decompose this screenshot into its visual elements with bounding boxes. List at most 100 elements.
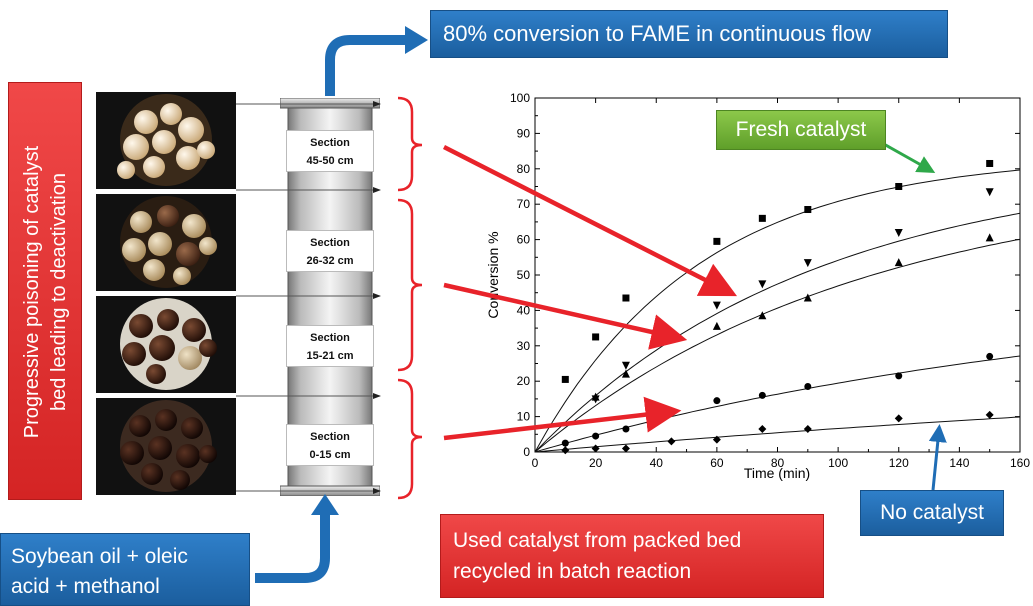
fresh-catalyst-box: Fresh catalyst <box>716 110 886 150</box>
used-line-1: Used catalyst from packed bed <box>453 529 742 552</box>
data-point <box>985 188 994 197</box>
x-tick-label: 140 <box>949 456 969 470</box>
data-point <box>621 444 630 453</box>
data-point <box>804 206 812 214</box>
data-point <box>712 301 721 310</box>
catalyst-photo-section-2 <box>96 194 236 291</box>
x-tick-label: 120 <box>889 456 909 470</box>
fit-curves <box>534 169 1021 453</box>
photo-connector-lines <box>236 101 381 494</box>
outflow-arrow <box>325 35 408 96</box>
section-label-1: Section 45-50 cm <box>286 130 374 172</box>
feed-line-1: Soybean oil + oleic <box>11 545 188 568</box>
feed-line-2: acid + methanol <box>11 575 160 598</box>
fit-curve-4 <box>534 355 1021 453</box>
data-point <box>561 446 570 455</box>
data-point <box>803 293 812 302</box>
data-point <box>622 294 630 302</box>
section-1-range: 45-50 cm <box>306 155 354 167</box>
data-point <box>592 432 600 440</box>
outflow-arrowhead <box>405 26 428 54</box>
feed-box: Soybean oil + oleic acid + methanol <box>0 533 250 606</box>
fit-curve-2 <box>534 212 1021 453</box>
section-4-range: 0-15 cm <box>309 449 351 461</box>
x-tick-label: 20 <box>589 456 603 470</box>
y-tick-label: 0 <box>523 445 530 459</box>
section-4-title: Section <box>310 431 350 443</box>
data-point <box>758 280 767 289</box>
data-point <box>803 259 812 268</box>
data-point <box>713 397 721 405</box>
data-point <box>804 383 812 391</box>
data-point <box>985 410 994 419</box>
arrow-to-curve-3 <box>443 396 682 441</box>
catalyst-photo-section-1 <box>96 92 236 189</box>
inflow-arrow <box>255 512 330 583</box>
data-point <box>894 414 903 423</box>
data-point <box>758 214 766 222</box>
y-tick-label: 50 <box>517 268 531 282</box>
fit-curve-5 <box>534 416 1021 453</box>
data-point <box>894 229 903 238</box>
catalyst-photo-section-4 <box>96 398 236 495</box>
no-catalyst-text: No catalyst <box>880 501 984 524</box>
data-point <box>621 361 630 370</box>
x-tick-label: 40 <box>650 456 664 470</box>
fit-curve-3 <box>534 238 1021 453</box>
poisoning-box: Progressive poisoning of catalyst bed le… <box>8 82 82 500</box>
inflow-arrowhead <box>311 494 339 515</box>
y-axis-label: Conversion % <box>485 231 501 318</box>
x-tick-label: 60 <box>710 456 724 470</box>
data-point <box>803 424 812 433</box>
data-point <box>895 183 903 190</box>
section-1-title: Section <box>310 137 350 149</box>
y-tick-label: 100 <box>510 91 530 105</box>
section-3-title: Section <box>310 332 350 344</box>
fame-conversion-text: 80% conversion to FAME in continuous flo… <box>443 21 872 46</box>
plot-frame <box>534 97 1021 453</box>
data-point <box>667 437 676 446</box>
data-point <box>758 391 766 399</box>
y-tick-label: 60 <box>517 233 531 247</box>
fit-curve-1 <box>534 169 1021 453</box>
brace-section-2-3 <box>397 198 423 372</box>
x-tick-label: 0 <box>532 456 539 470</box>
red-pointer-arrows <box>442 144 738 441</box>
data-point <box>758 311 767 320</box>
data-point <box>894 258 903 267</box>
x-tick-label: 160 <box>1010 456 1030 470</box>
x-tick-label: 80 <box>771 456 785 470</box>
data-points <box>561 159 994 455</box>
data-point <box>712 435 721 444</box>
brace-section-4 <box>397 378 423 500</box>
y-tick-label: 10 <box>517 410 531 424</box>
y-tick-label: 70 <box>517 197 531 211</box>
data-point <box>561 375 569 383</box>
data-point <box>712 321 721 330</box>
used-line-2: recycled in batch reaction <box>453 560 692 583</box>
section-label-3: Section 15-21 cm <box>286 325 374 367</box>
section-3-range: 15-21 cm <box>306 350 354 362</box>
used-catalyst-box: Used catalyst from packed bed recycled i… <box>440 514 824 598</box>
data-point <box>561 439 569 447</box>
fresh-catalyst-arrow <box>881 141 936 173</box>
data-point <box>622 425 630 433</box>
data-point <box>985 233 994 242</box>
x-tick-label: 100 <box>828 456 848 470</box>
chart-tick-labels: 0 20 40 60 80 100 120 140 160 0 10 20 30 40 50 60 70 80 90… <box>510 91 1030 470</box>
data-point <box>621 369 630 378</box>
data-point <box>986 352 994 360</box>
y-tick-label: 40 <box>517 303 531 317</box>
section-2-range: 26-32 cm <box>306 255 354 267</box>
brace-section-1 <box>397 96 423 192</box>
data-point <box>758 424 767 433</box>
no-catalyst-box: No catalyst <box>860 490 1004 536</box>
data-point <box>895 372 903 380</box>
x-axis-label: Time (min) <box>744 465 810 481</box>
no-catalyst-arrow <box>928 424 947 491</box>
data-point <box>713 237 721 245</box>
section-2-title: Section <box>310 237 350 249</box>
data-point <box>591 444 600 453</box>
data-point <box>986 159 994 167</box>
